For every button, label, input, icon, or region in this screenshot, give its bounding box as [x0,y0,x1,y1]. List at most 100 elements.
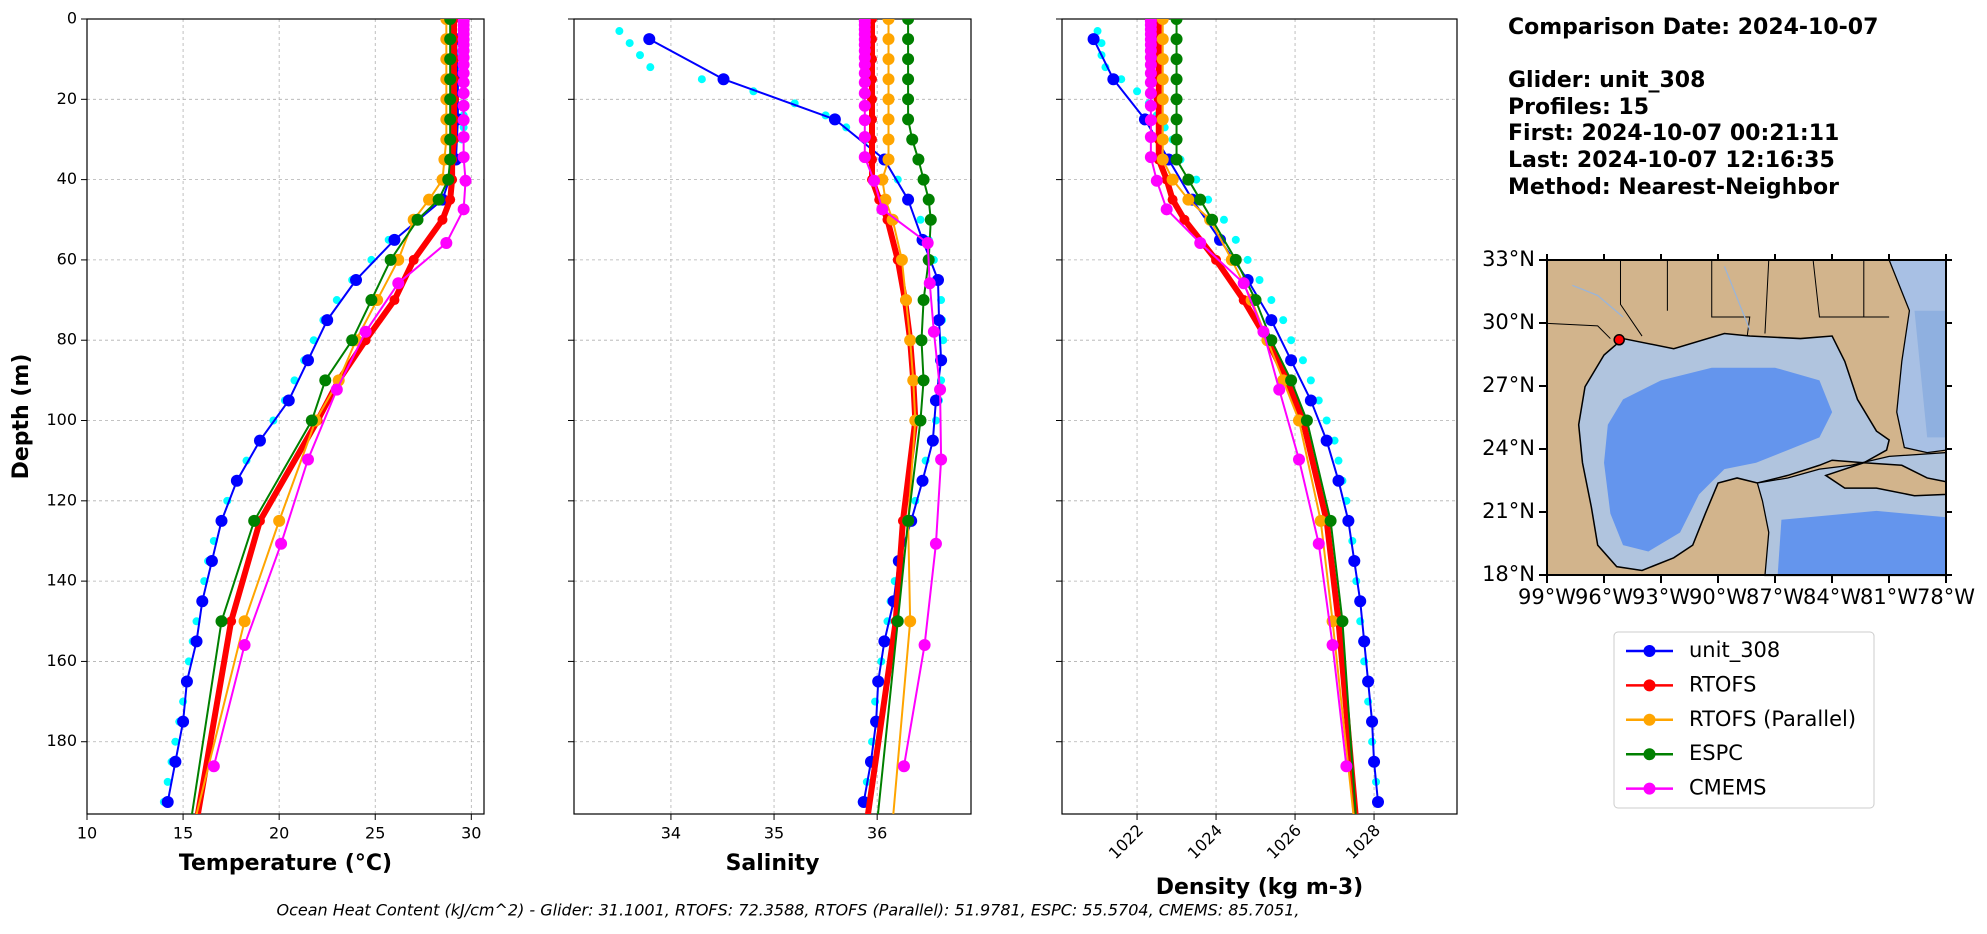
profile-point [917,294,930,307]
profile-point [882,73,895,86]
profile-point [1156,93,1169,106]
profile-point [878,635,891,648]
profile-point [897,760,910,773]
profile-point [408,254,419,265]
axes-frame [1061,18,1458,815]
profile-line [1092,38,1379,803]
profile-point [1182,173,1195,186]
profile-point [1144,151,1157,164]
profile-point [902,93,915,106]
profile-point [915,334,928,347]
profile-point [906,133,919,146]
profile-point [1156,19,1169,25]
profile-point [442,173,455,186]
profile-point [432,193,445,206]
profile-point [1255,275,1264,284]
profile-point [1265,314,1278,327]
profile-point [1293,453,1305,466]
y-tick-label: 40 [57,169,77,188]
profile-point [444,73,457,86]
x-tick-label: 15 [173,824,193,843]
legend-marker [1643,782,1656,795]
profile-point [1204,195,1213,204]
profile-point [459,174,472,187]
profile-point [1231,235,1240,244]
profile-point [923,277,936,290]
profile-point [1087,33,1100,46]
profile-point [1334,456,1343,465]
legend-marker [1643,748,1656,761]
profile-point [858,58,871,71]
profile-point [444,33,457,46]
profile-point [1322,416,1331,425]
legend-box [1613,631,1875,809]
profile-point [916,215,925,224]
profile-point [1156,73,1169,86]
map-gulf-deep [1604,367,1833,552]
profile-point [1324,514,1337,527]
profile-point [457,203,470,216]
profile-point [1170,133,1183,146]
profile-point [1170,73,1183,86]
profile-point [1093,27,1102,36]
profile-point [1350,816,1362,828]
profile-point [902,113,915,126]
profile-point [1144,114,1157,127]
profile-point [384,253,397,266]
profile-point [1314,514,1327,527]
profile-point [931,416,940,425]
profile-point [301,354,314,367]
profile-point [163,777,172,786]
profile-point [423,193,436,206]
profile-point [1332,474,1345,487]
profile-point [1166,173,1179,186]
map-y-tick-label: 33°N [1482,247,1535,271]
profile-point [895,253,908,266]
profile-point [1156,113,1169,126]
profile-point [253,434,266,447]
profile-point [921,237,934,250]
profile-point [887,816,899,828]
profile-point [332,296,341,305]
profile-point [882,53,895,66]
profile-point [196,595,209,608]
profile-point [444,93,457,106]
map-x-tick-label: 93°W [1632,585,1690,609]
profile-point [918,638,931,651]
map-x-tick-label: 78°W [1917,585,1975,609]
info-line: Last: 2024-10-07 12:16:35 [1508,148,1835,173]
profile-point [1372,795,1384,808]
x-tick-label: 1024 [1184,821,1226,863]
legend-marker [1643,713,1656,726]
profile-point [828,113,841,126]
y-tick-label: 20 [57,89,77,108]
profile-point [457,76,470,89]
profile-point [161,795,174,808]
profile-point [625,39,634,48]
profile-line [863,21,943,767]
profile-point [444,153,457,166]
profile-point [1117,75,1126,84]
x-tick-label: 25 [365,824,385,843]
profile-point [1192,175,1201,184]
x-axis-label: Temperature (°C) [179,851,392,876]
profile-point [1170,93,1183,106]
profile-point [1314,396,1323,405]
profile-point [914,414,927,427]
map-frame [1546,259,1947,576]
axes-frame [86,18,485,815]
y-tick-label: 60 [57,249,77,268]
profile-point [1170,19,1183,25]
profile-point [1285,374,1298,387]
profile-point [904,334,917,347]
profile-point [282,394,295,407]
legend-marker [1643,679,1656,692]
profile-point [207,760,220,773]
profile-point [1229,253,1242,266]
profile-point [1366,715,1379,728]
profile-point [1330,436,1339,445]
map-y-tick-label: 27°N [1482,373,1535,397]
profile-point [902,193,915,206]
profile-point [169,755,182,768]
profile-point [1298,356,1307,365]
